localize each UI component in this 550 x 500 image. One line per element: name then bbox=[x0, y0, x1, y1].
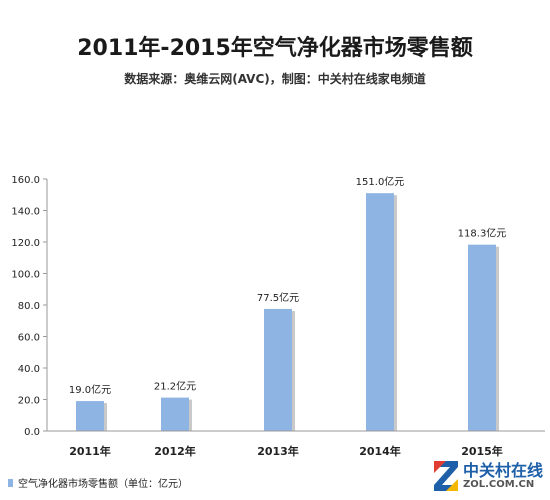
logo-text-en: ZOL.COM.CN bbox=[463, 479, 535, 490]
y-tick-label: 100.0 bbox=[11, 270, 40, 281]
legend-swatch bbox=[8, 478, 13, 487]
bar bbox=[76, 401, 104, 431]
x-tick-label: 2014年 bbox=[359, 444, 401, 458]
zol-logo: 中关村在线 ZOL.COM.CN bbox=[430, 455, 548, 499]
chart-title: 2011年-2015年空气净化器市场零售额 bbox=[77, 36, 473, 61]
y-tick-label: 60.0 bbox=[18, 333, 40, 344]
bar bbox=[264, 308, 292, 431]
bar bbox=[366, 193, 394, 431]
data-label: 21.2亿元 bbox=[154, 380, 196, 393]
bar bbox=[468, 244, 496, 431]
legend: 空气净化器市场零售额（单位：亿元） bbox=[8, 475, 188, 490]
chart-subtitle: 数据来源：奥维云网(AVC)，制图：中关村在线家电频道 bbox=[124, 72, 426, 86]
y-tick-label: 20.0 bbox=[18, 396, 40, 407]
y-tick-label: 140.0 bbox=[11, 207, 40, 218]
x-tick-label: 2011年 bbox=[69, 444, 111, 458]
y-tick-label: 40.0 bbox=[18, 364, 40, 375]
bar bbox=[161, 397, 189, 431]
data-label: 118.3亿元 bbox=[458, 227, 507, 240]
x-tick-label: 2015年 bbox=[461, 444, 503, 458]
zol-logo-icon bbox=[434, 461, 458, 491]
data-label: 77.5亿元 bbox=[257, 291, 299, 304]
y-tick-label: 160.0 bbox=[11, 175, 40, 186]
y-tick-label: 0.0 bbox=[24, 427, 40, 438]
x-tick-label: 2012年 bbox=[154, 444, 196, 458]
x-tick-label: 2013年 bbox=[257, 444, 299, 458]
data-label: 19.0亿元 bbox=[69, 383, 111, 396]
y-tick-label: 80.0 bbox=[18, 301, 40, 312]
y-tick-label: 120.0 bbox=[11, 238, 40, 249]
legend-label: 空气净化器市场零售额（单位：亿元） bbox=[18, 479, 188, 490]
logo-text-cn: 中关村在线 bbox=[463, 461, 544, 480]
data-label: 151.0亿元 bbox=[356, 175, 405, 188]
